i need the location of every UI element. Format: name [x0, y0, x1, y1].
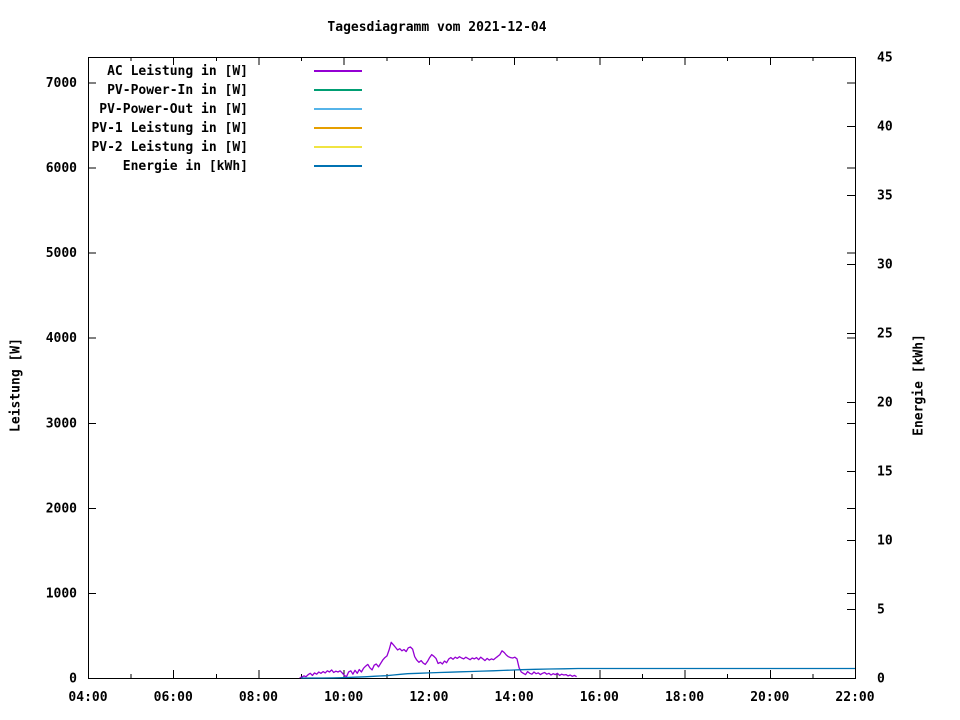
legend-label: PV-Power-In in [W] [107, 83, 248, 98]
x-tick-label: 08:00 [239, 690, 278, 705]
legend-item-pv1-leistung: PV-1 Leistung in [W] [88, 119, 362, 138]
series-line-1 [299, 641, 577, 679]
y-axis-label-left: Leistung [W] [8, 338, 24, 432]
y-tick-label: 3000 [46, 416, 77, 431]
legend-label: PV-2 Leistung in [W] [91, 140, 248, 155]
x-tick-label: 16:00 [580, 690, 619, 705]
series-lines [299, 641, 855, 679]
x-tick-label: 22:00 [835, 690, 874, 705]
y-tick-label: 4000 [46, 331, 77, 346]
legend-item-ac-leistung: AC Leistung in [W] [88, 62, 362, 81]
y2-tick-label: 25 [877, 327, 893, 342]
tick-labels: 04:00 06:00 08:00 10:00 12:00 14:00 16:00 18:00… [46, 51, 893, 706]
legend-label: Energie in [kWh] [122, 159, 248, 174]
y-tick-label: 7000 [46, 76, 77, 91]
legend-item-energie: Energie in [kWh] [88, 157, 362, 176]
legend-label: PV-Power-Out in [W] [99, 102, 248, 117]
y2-tick-label: 0 [877, 672, 885, 687]
y2-tick-label: 35 [877, 189, 893, 204]
y2-tick-label: 40 [877, 120, 893, 135]
legend-line-sample [314, 126, 362, 129]
y2-tick-label: 10 [877, 534, 893, 549]
legend-line-sample [314, 69, 362, 72]
y2-tick-label: 15 [877, 465, 893, 480]
series-line-6 [301, 667, 855, 679]
y-axis-label-right: Energie [kWh] [911, 334, 927, 436]
y-tick-label: 1000 [46, 586, 77, 601]
plot-frame-and-ticks [88, 57, 856, 679]
y-tick-label: 6000 [46, 161, 77, 176]
legend-line-sample [314, 88, 362, 91]
legend-line-sample [314, 145, 362, 148]
legend-line-sample [314, 107, 362, 110]
legend-item-pv2-leistung: PV-2 Leistung in [W] [88, 138, 362, 157]
y2-tick-label: 5 [877, 603, 885, 618]
x-tick-label: 06:00 [154, 690, 193, 705]
legend-label: PV-1 Leistung in [W] [91, 121, 248, 136]
legend-line-sample [314, 164, 362, 167]
legend-item-pv-power-in: PV-Power-In in [W] [88, 81, 362, 100]
x-tick-label: 10:00 [324, 690, 363, 705]
legend-label: AC Leistung in [W] [107, 64, 248, 79]
y-tick-label: 2000 [46, 501, 77, 516]
y2-tick-label: 20 [877, 396, 893, 411]
x-tick-label: 14:00 [495, 690, 534, 705]
chart-title: Tagesdiagramm vom 2021-12-04 [327, 20, 547, 35]
y-tick-label: 0 [69, 672, 77, 687]
x-tick-label: 12:00 [409, 690, 448, 705]
x-tick-label: 20:00 [750, 690, 789, 705]
x-tick-label: 18:00 [665, 690, 704, 705]
legend-item-pv-power-out: PV-Power-Out in [W] [88, 100, 362, 119]
x-tick-label: 04:00 [68, 690, 107, 705]
chart-legend: AC Leistung in [W] PV-Power-In in [W] PV… [88, 62, 362, 176]
y2-tick-label: 45 [877, 51, 893, 66]
y2-tick-label: 30 [877, 258, 893, 273]
y-tick-label: 5000 [46, 246, 77, 261]
